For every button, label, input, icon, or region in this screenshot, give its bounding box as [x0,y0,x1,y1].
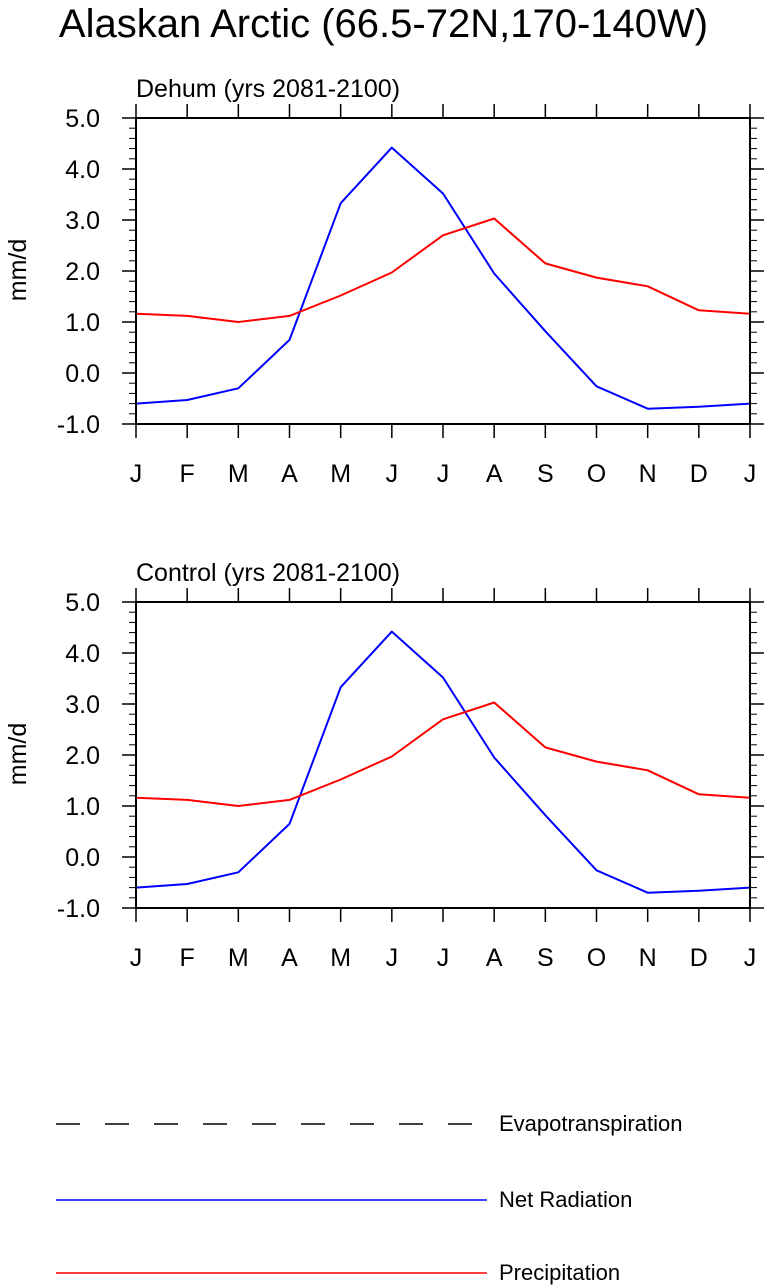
x-tick-label: J [386,944,399,972]
y-tick-label: 5.0 [65,105,100,133]
x-tick-label: J [130,460,143,488]
y-tick-label: 0.0 [65,360,100,388]
x-tick-label: M [330,460,351,488]
panel-dehum: Dehum (yrs 2081-2100) mm/d -1.0 0.0 1.0 2.0 3.… [4,75,764,488]
y-axis-label: mm/d [4,239,32,302]
y-tick-label: 1.0 [65,309,100,337]
x-tick-label: S [537,944,554,972]
legend-label-precipitation: Precipitation [499,1260,620,1285]
x-tick-label: J [744,944,757,972]
x-tick-label: N [639,944,657,972]
y-tick-label: 2.0 [65,742,100,770]
x-tick-label: J [744,460,757,488]
x-tick-label: A [281,460,298,488]
x-tick-label: O [587,460,606,488]
y-tick-label: -1.0 [57,411,100,439]
y-tick-label: 3.0 [65,691,100,719]
y-axis-label: mm/d [4,723,32,786]
series-line-net-radiation [135,630,751,894]
x-tick-label: J [130,944,143,972]
x-tick-label: S [537,460,554,488]
x-tick-label: D [690,460,708,488]
y-tick-label: 1.0 [65,793,100,821]
series-line-precipitation [135,701,751,807]
x-tick-label: F [180,460,195,488]
x-tick-label: A [281,944,298,972]
figure-title: Alaskan Arctic (66.5-72N,170-140W) [58,2,709,46]
x-tick-label: A [486,944,503,972]
series-line-net-radiation [135,146,751,410]
y-tick-label: 3.0 [65,207,100,235]
plot-frame [135,601,751,909]
x-tick-label: F [180,944,195,972]
x-tick-label: M [330,944,351,972]
legend-label-net-radiation: Net Radiation [499,1187,632,1212]
x-tick-label: M [228,944,249,972]
legend-label-evapotranspiration: Evapotranspiration [499,1111,682,1136]
panel-title: Control (yrs 2081-2100) [136,559,400,587]
y-tick-label: 2.0 [65,258,100,286]
y-tick-label: 4.0 [65,156,100,184]
panel-control: Control (yrs 2081-2100) mm/d -1.0 0.0 1.0 2.0… [4,559,764,972]
x-tick-label: M [228,460,249,488]
y-tick-label: -1.0 [57,895,100,923]
series-line-precipitation [135,217,751,323]
x-tick-label: O [587,944,606,972]
legend: Evapotranspiration Net Radiation Precipita… [56,1111,682,1285]
y-tick-label: 4.0 [65,640,100,668]
y-tick-label: 5.0 [65,589,100,617]
x-tick-label: J [437,460,450,488]
panel-title: Dehum (yrs 2081-2100) [136,75,400,103]
x-tick-label: J [437,944,450,972]
x-tick-label: N [639,460,657,488]
y-tick-label: 0.0 [65,844,100,872]
x-tick-label: D [690,944,708,972]
x-tick-label: A [486,460,503,488]
x-tick-label: J [386,460,399,488]
plot-frame [135,117,751,425]
